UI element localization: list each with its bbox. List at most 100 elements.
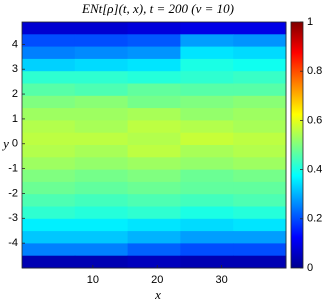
heat-cell xyxy=(180,255,234,269)
heat-cell xyxy=(233,206,287,220)
heat-cell xyxy=(74,206,129,220)
heat-cell xyxy=(74,34,129,48)
heat-cell xyxy=(233,132,287,146)
heat-cell xyxy=(127,95,181,109)
heat-cell xyxy=(180,46,234,60)
x-tick-label: 30 xyxy=(215,274,227,286)
heat-cell xyxy=(180,22,234,35)
heat-cell xyxy=(127,157,181,171)
heat-cell xyxy=(74,71,129,84)
heat-cell xyxy=(22,46,76,60)
heat-cell xyxy=(180,34,234,48)
heat-cell xyxy=(127,218,181,232)
heat-cell xyxy=(180,132,234,146)
y-tick-label: 4 xyxy=(12,38,18,50)
heat-cell xyxy=(233,108,287,121)
heat-cell xyxy=(22,255,76,269)
y-tick-label: -1 xyxy=(8,163,18,175)
y-tick-label: -4 xyxy=(8,237,18,249)
heat-cell xyxy=(22,58,76,72)
heat-cell xyxy=(22,231,76,244)
heat-cell xyxy=(127,145,181,158)
heat-cell xyxy=(74,132,129,146)
heat-cell xyxy=(74,58,129,72)
heat-cell xyxy=(127,231,181,244)
heat-cell xyxy=(74,83,129,97)
x-tick-label: 20 xyxy=(151,274,163,286)
colorbar-tick-label: 1 xyxy=(307,16,313,28)
heat-cell xyxy=(74,157,129,171)
chart-title: ENt[ρ](t, x), t = 200 (ν = 10) xyxy=(81,1,234,16)
heat-cell xyxy=(127,46,181,60)
heat-cell xyxy=(74,46,129,60)
heatmap xyxy=(22,22,287,269)
heat-cell xyxy=(233,58,287,72)
heat-cell xyxy=(180,206,234,220)
heat-cell xyxy=(180,83,234,97)
heat-cell xyxy=(233,255,287,269)
heat-cell xyxy=(22,95,76,109)
colorbar-tick-label: 0.4 xyxy=(307,164,322,176)
y-tick-label: -3 xyxy=(8,212,18,224)
colorbar-tick-label: 0.8 xyxy=(307,65,322,77)
heat-cell xyxy=(233,34,287,48)
heat-cell xyxy=(127,108,181,121)
heat-cell xyxy=(127,243,181,257)
y-tick-label: 0 xyxy=(12,138,18,150)
heat-cell xyxy=(127,71,181,84)
heat-cell xyxy=(127,206,181,220)
heat-cell xyxy=(74,194,129,207)
heat-cell xyxy=(22,206,76,220)
heat-cell xyxy=(22,22,76,35)
heat-cell xyxy=(74,255,129,269)
heat-cell xyxy=(233,194,287,207)
heat-cell xyxy=(180,243,234,257)
heat-cell xyxy=(22,218,76,232)
heat-cell xyxy=(233,218,287,232)
heat-cell xyxy=(74,22,129,35)
colorbar-tick-label: 0.6 xyxy=(307,114,322,126)
heat-cell xyxy=(22,181,76,195)
colorbar-tick-label: 0 xyxy=(307,262,313,274)
heat-cell xyxy=(22,34,76,48)
heat-cell xyxy=(180,71,234,84)
heat-cell xyxy=(233,120,287,134)
heat-cell xyxy=(74,169,129,183)
heat-cell xyxy=(180,218,234,232)
heat-cell xyxy=(22,83,76,97)
y-tick-label: 2 xyxy=(12,88,18,100)
heat-cell xyxy=(22,169,76,183)
heat-cell xyxy=(74,120,129,134)
heat-cell xyxy=(74,231,129,244)
heat-cell xyxy=(233,181,287,195)
heat-cell xyxy=(180,120,234,134)
heat-cell xyxy=(233,71,287,84)
heat-cell xyxy=(127,22,181,35)
heat-cell xyxy=(127,181,181,195)
heat-cell xyxy=(233,46,287,60)
heat-cell xyxy=(127,34,181,48)
heat-cell xyxy=(127,194,181,207)
heat-cell xyxy=(180,58,234,72)
y-tick-label: -2 xyxy=(8,187,18,199)
heat-cell xyxy=(74,108,129,121)
heat-cell xyxy=(180,108,234,121)
heat-cell xyxy=(22,194,76,207)
heat-cell xyxy=(127,120,181,134)
heat-cell xyxy=(127,169,181,183)
y-tick-label: 1 xyxy=(12,113,18,125)
heat-cell xyxy=(233,157,287,171)
heat-cell xyxy=(22,132,76,146)
heat-cell xyxy=(180,231,234,244)
heat-cell xyxy=(233,169,287,183)
heat-cell xyxy=(180,145,234,158)
heat-cell xyxy=(180,95,234,109)
heat-cell xyxy=(22,145,76,158)
heat-cell xyxy=(233,243,287,257)
heat-cell xyxy=(74,145,129,158)
heat-cell xyxy=(233,22,287,35)
heat-cell xyxy=(233,145,287,158)
heat-cell xyxy=(233,231,287,244)
